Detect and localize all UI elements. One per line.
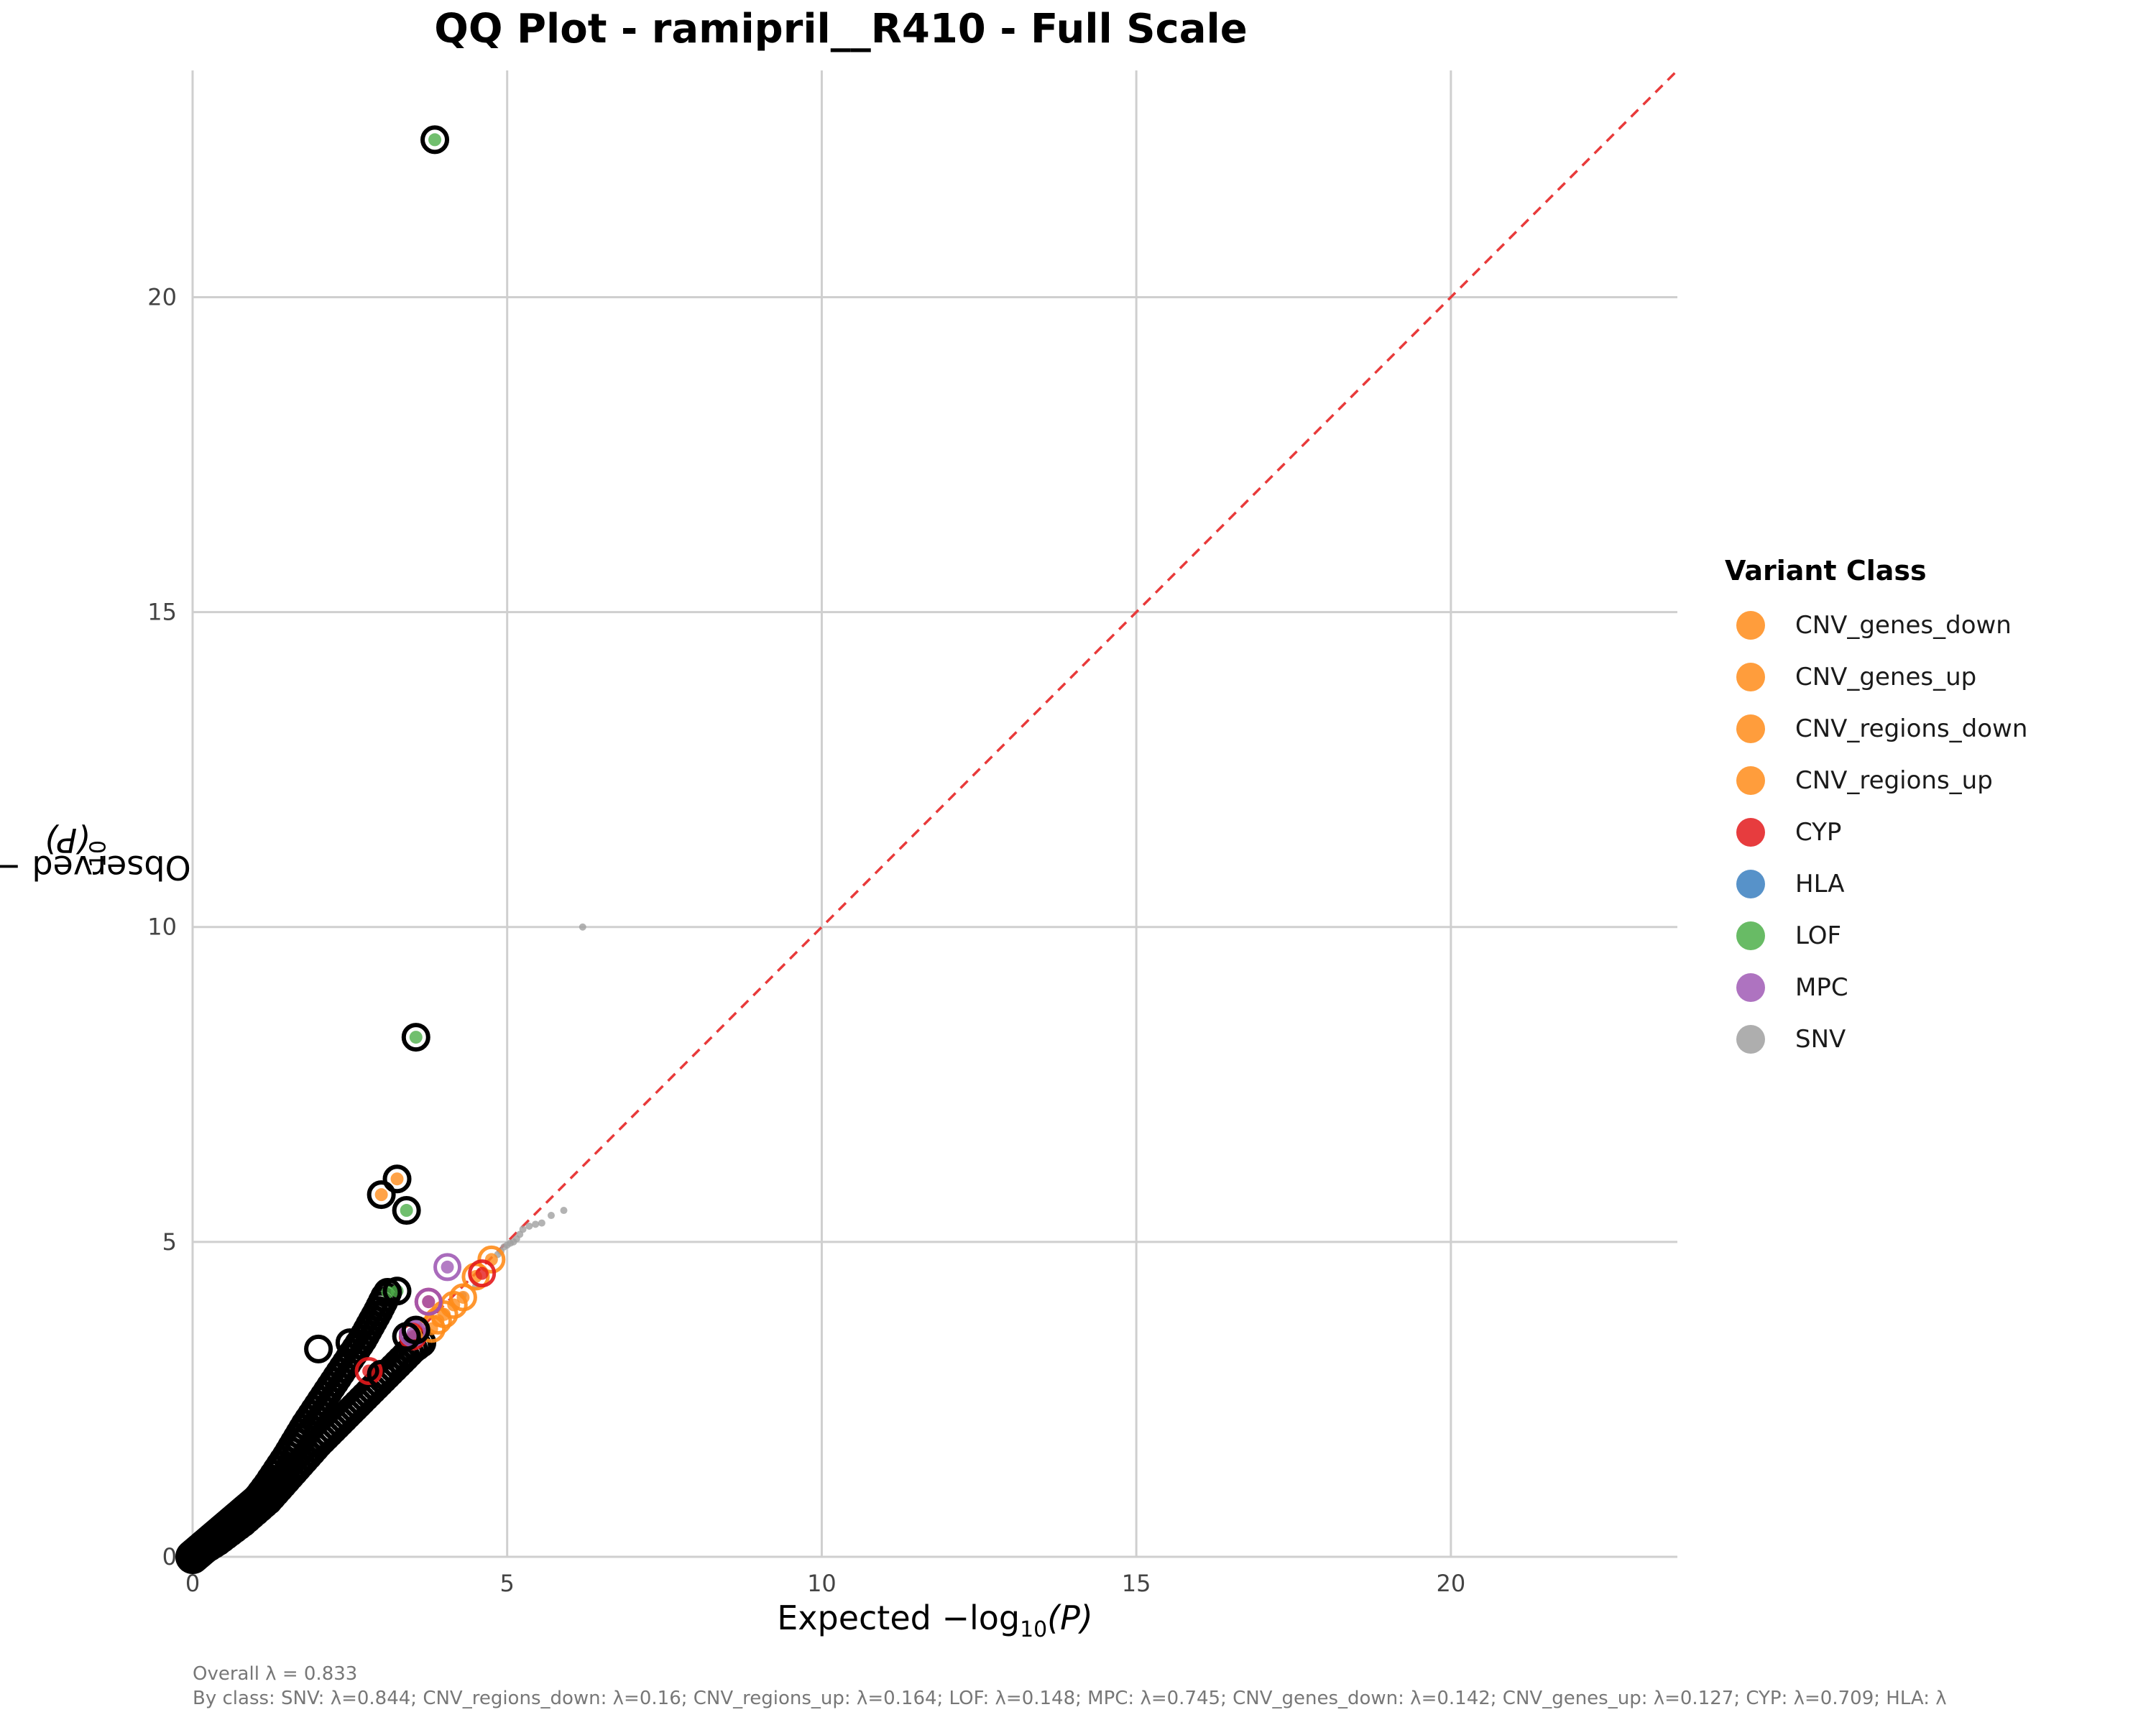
point-SNV (532, 1220, 540, 1228)
chart-title: QQ Plot - ramipril__R410 - Full Scale (434, 6, 1248, 52)
legend-label: CNV_regions_down (1795, 714, 2028, 743)
legend-item-CNV_regions_down: CNV_regions_down (1725, 703, 2027, 755)
point-MPC (441, 1260, 454, 1274)
highlight-ring (382, 1276, 412, 1306)
y-tick-label: 20 (147, 283, 177, 310)
highlight-ring (367, 1359, 396, 1389)
legend-swatch (1736, 818, 1765, 847)
legend-item-SNV: SNV (1725, 1013, 2027, 1065)
point-MPC (422, 1295, 436, 1309)
legend-item-CNV_genes_up: CNV_genes_up (1725, 651, 2027, 703)
x-axis-label: Expected −log10(P) (777, 1598, 1093, 1643)
legend-label: HLA (1795, 870, 1845, 898)
highlight-ring (335, 1328, 364, 1358)
legend-label: CNV_genes_up (1795, 663, 1977, 691)
y-tick-label: 15 (147, 599, 177, 626)
lambda-annotation: Overall λ = 0.833 By class: SNV: λ=0.844… (193, 1662, 1947, 1711)
legend-label: CYP (1795, 818, 1842, 847)
point-ring-CNV_regions_down (418, 1315, 446, 1343)
legend-label: CNV_genes_down (1795, 611, 2012, 640)
y-tick-label: 10 (147, 914, 177, 941)
legend-swatch (1736, 663, 1765, 691)
overall-lambda: Overall λ = 0.833 (193, 1663, 358, 1685)
point-SNV (538, 1219, 545, 1227)
highlight-ring (373, 1277, 402, 1307)
legend-swatch (1736, 1025, 1765, 1054)
highlight-ring (392, 1196, 421, 1225)
bulk-points (175, 1282, 437, 1574)
point-SNV (560, 1207, 568, 1215)
point-SNV (579, 923, 586, 931)
legend-title: Variant Class (1725, 555, 1927, 586)
legend-swatch (1736, 766, 1765, 795)
legend-swatch (1736, 870, 1765, 898)
point-ring-MPC (414, 1287, 443, 1316)
data-points (354, 125, 586, 1385)
point-SNV (547, 1212, 555, 1220)
legend-item-CYP: CYP (1725, 806, 2027, 858)
legend-item-CNV_genes_down: CNV_genes_down (1725, 599, 2027, 651)
legend-item-HLA: HLA (1725, 858, 2027, 910)
x-tick-label: 5 (500, 1570, 515, 1597)
point-LOF (409, 1031, 423, 1044)
highlight-ring (420, 125, 450, 155)
point-CNV_regions_down (390, 1172, 404, 1186)
point-ring-CYP (468, 1259, 497, 1288)
grid-lines (191, 70, 1677, 1557)
legend-swatch (1736, 611, 1765, 640)
highlight-ring (304, 1334, 333, 1363)
legend-swatch (1736, 973, 1765, 1002)
highlight-rings (304, 125, 450, 1389)
legend-label: MPC (1795, 973, 1848, 1002)
legend-item-CNV_regions_up: CNV_regions_up (1725, 755, 2027, 806)
highlight-ring (401, 1315, 430, 1345)
legend-label: SNV (1795, 1025, 1846, 1054)
legend-swatch (1736, 714, 1765, 743)
class-lambdas: By class: SNV: λ=0.844; CNV_regions_down… (193, 1688, 1947, 1709)
bulk-point-core (263, 1464, 298, 1499)
highlight-ring (367, 1180, 396, 1210)
legend: Variant Class CNV_genes_down CNV_genes_up… (1725, 555, 2027, 1065)
point-LOF (428, 133, 442, 147)
point-ring-CYP (354, 1357, 383, 1385)
highlight-ring (382, 1164, 412, 1194)
x-tick-label: 0 (185, 1570, 200, 1597)
legend-item-MPC: MPC (1725, 962, 2027, 1013)
point-CNV_regions_down (374, 1188, 388, 1202)
point-SNV (525, 1222, 533, 1230)
y-tick-label: 0 (162, 1543, 177, 1570)
legend-label: CNV_regions_up (1795, 766, 1993, 795)
tick-labels: 0 5 10 15 20 0 5 10 15 20 (147, 283, 1465, 1597)
legend-label: LOF (1795, 921, 1842, 950)
point-CYP (475, 1266, 489, 1280)
point-LOF (400, 1204, 413, 1218)
point-ring-MPC (433, 1253, 462, 1282)
x-tick-label: 20 (1436, 1570, 1465, 1597)
point-ring-CNV_regions_down (477, 1245, 506, 1274)
legend-swatch (1736, 921, 1765, 950)
legend-item-LOF: LOF (1725, 910, 2027, 962)
highlight-ring (401, 1023, 430, 1052)
x-tick-label: 15 (1122, 1570, 1151, 1597)
x-tick-label: 10 (807, 1570, 837, 1597)
y-tick-label: 5 (162, 1228, 177, 1256)
